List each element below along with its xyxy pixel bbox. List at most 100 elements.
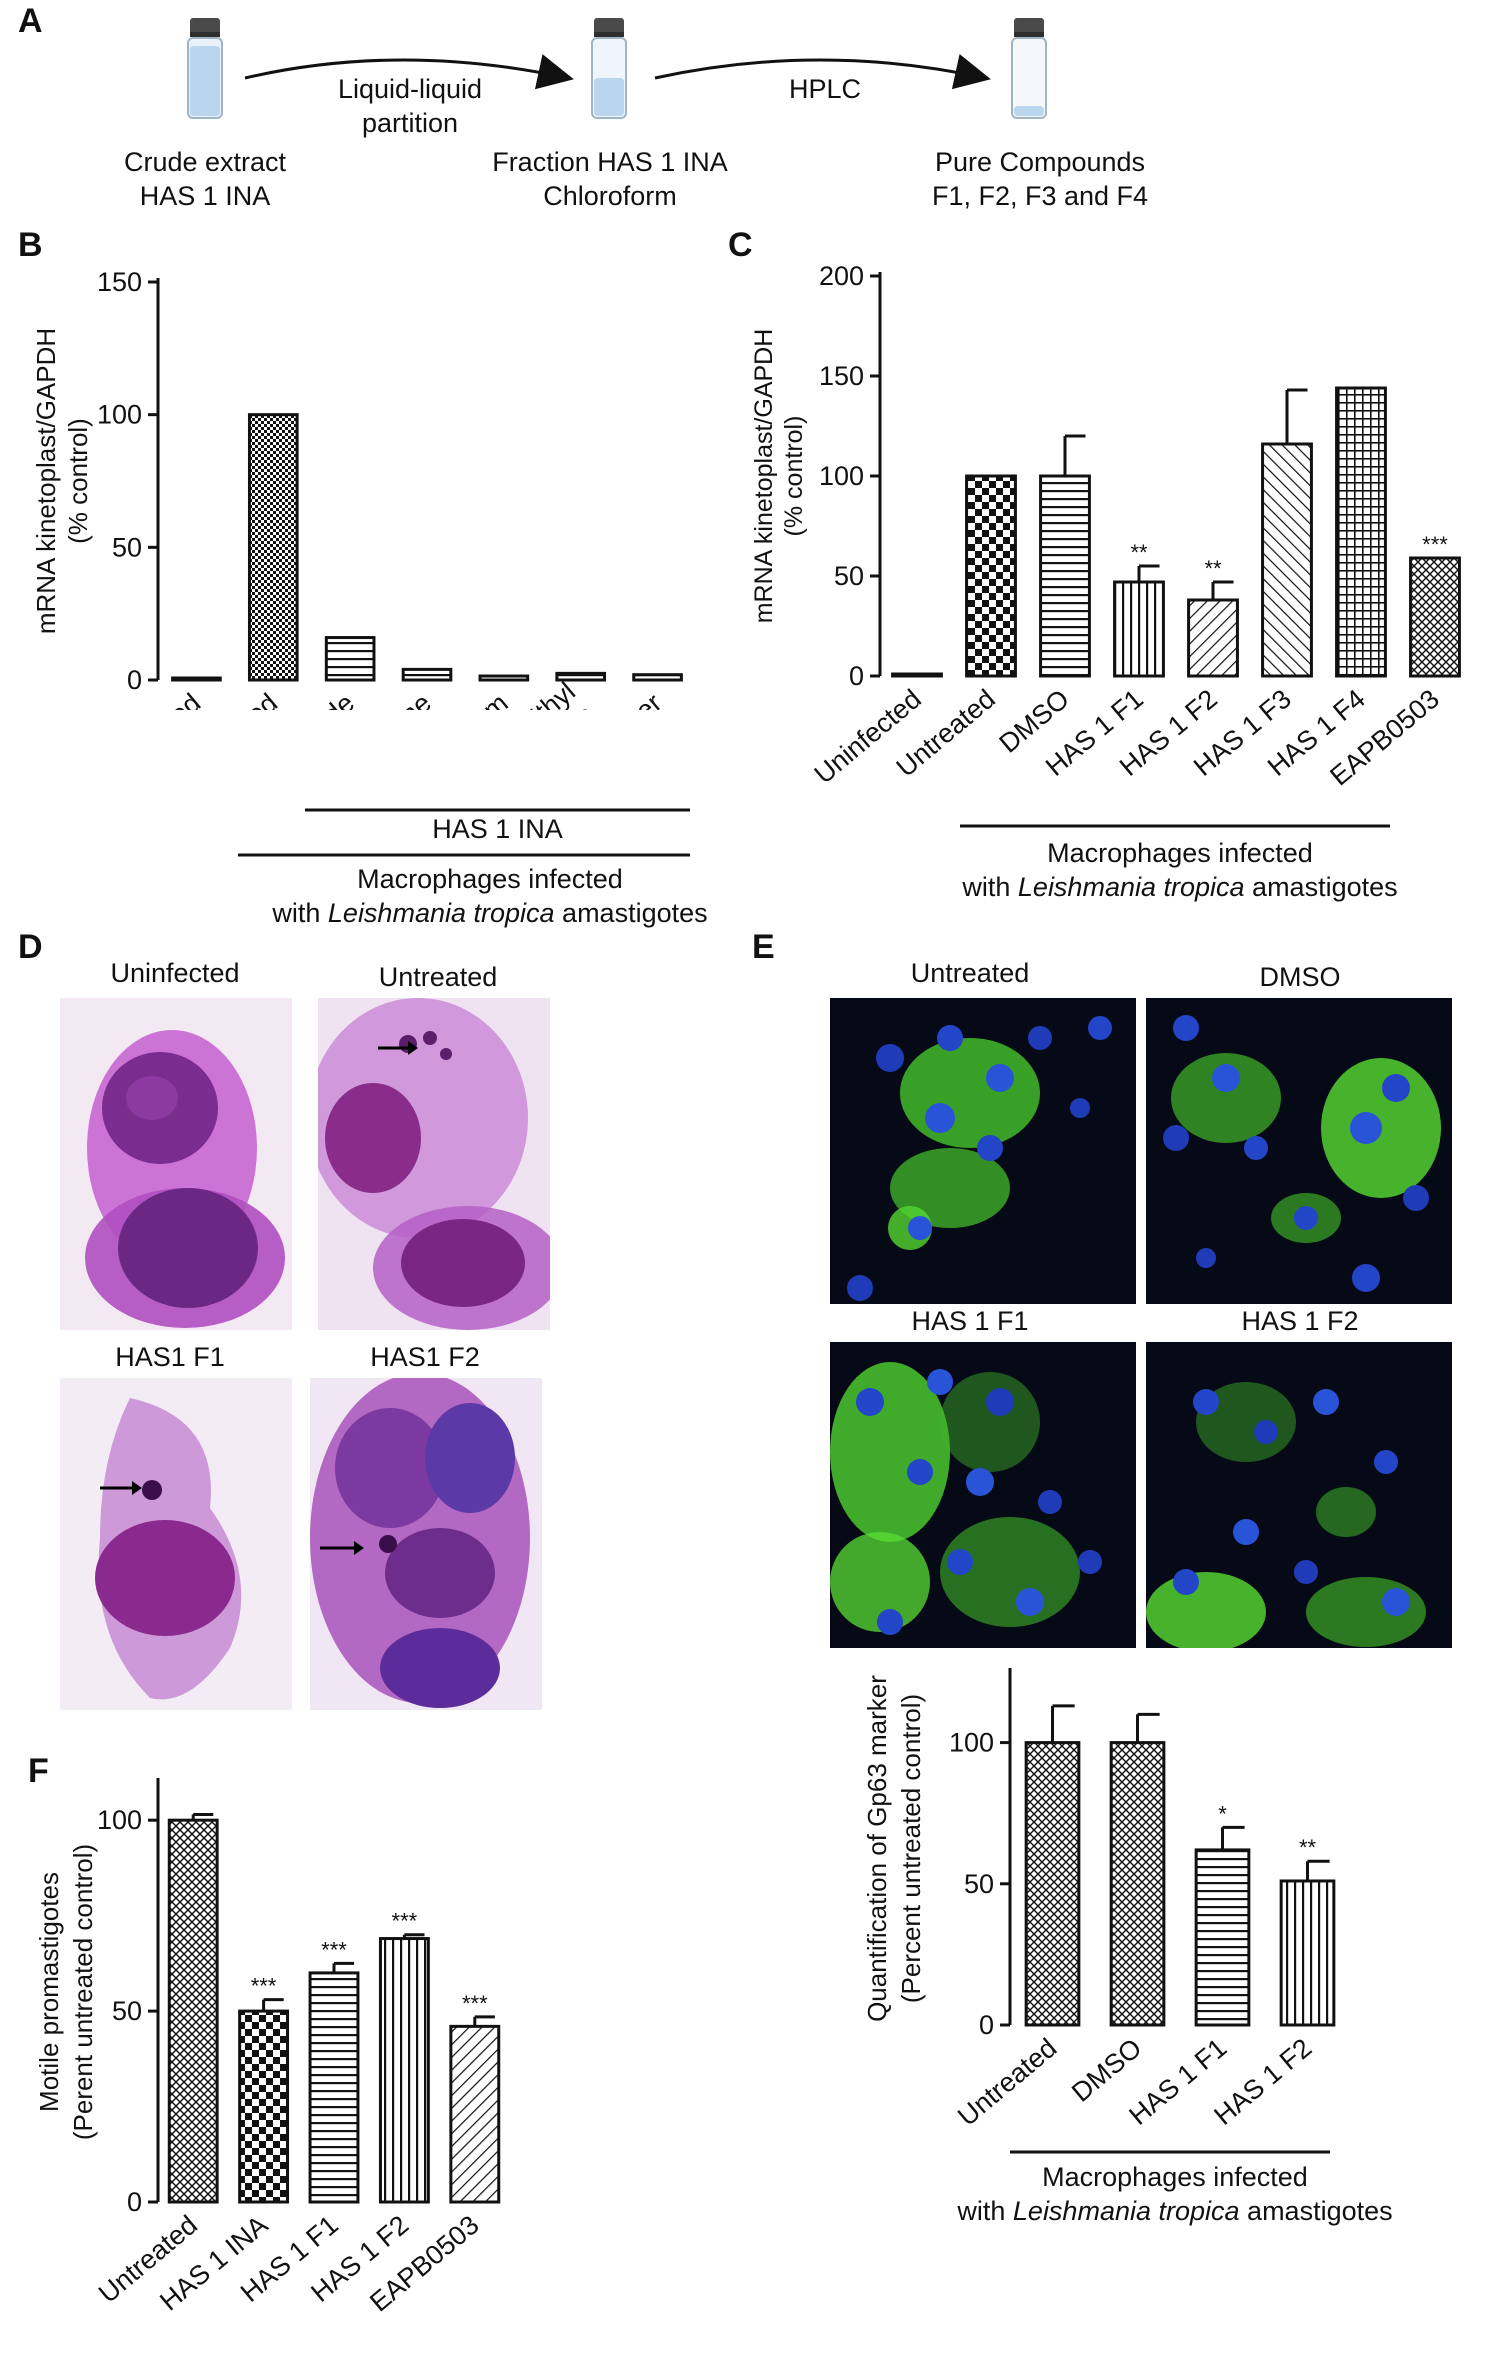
x-tick-label: Crude	[284, 688, 360, 710]
image-title-untreated-e: Untreated	[910, 958, 1030, 988]
step-fraction-label: Fraction HAS 1 INA Chloroform	[492, 147, 728, 211]
x-tick-label: Hexane	[346, 688, 437, 710]
y-axis-label: mRNA kinetoplast/GAPDH	[31, 328, 61, 634]
y-axis-label-sub: (Percent untreated control)	[896, 1694, 926, 2003]
micrograph-untreated	[318, 998, 550, 1330]
flow-arrows	[244, 54, 991, 90]
significance-label: **	[1204, 556, 1222, 581]
x-tick-label: Untreated	[952, 2033, 1062, 2132]
group-label-b: Macrophages infected with Leishmania tro…	[272, 864, 708, 928]
x-tick-label: Uninfected	[88, 688, 206, 710]
bar	[449, 2024, 501, 2204]
step-crude-label: Crude extract HAS 1 INA	[123, 147, 287, 211]
fluorescence-has1f1	[830, 1342, 1136, 1648]
y-axis-label: Motile promastigotes	[34, 1872, 64, 2112]
image-title-has1f1-d: HAS1 F1	[115, 1342, 225, 1372]
panel-letter-c: C	[728, 226, 753, 264]
fluorescence-dmso	[1146, 998, 1452, 1304]
image-title-has1f2-e: HAS 1 F2	[1241, 1306, 1359, 1336]
bar	[891, 672, 943, 678]
group-label-c: Macrophages infected with Leishmania tro…	[962, 838, 1398, 902]
bar	[965, 474, 1017, 678]
y-tick-label: 100	[97, 400, 142, 430]
significance-label: ***	[392, 1909, 418, 1934]
significance-label: ***	[251, 1974, 277, 1999]
y-axis-label-sub: (Perent untreated control)	[68, 1844, 98, 2140]
bar	[308, 1971, 360, 2204]
significance-label: *	[1218, 1801, 1227, 1826]
arrow-hplc	[654, 54, 991, 90]
y-axis-label-sub: (% control)	[780, 416, 808, 537]
y-tick-label: 0	[979, 2010, 994, 2040]
y-tick-label: 100	[949, 1728, 994, 1758]
y-axis-label: mRNA kinetoplast/GAPDH	[750, 329, 778, 624]
vial-crude-icon	[187, 18, 223, 119]
bar	[324, 636, 376, 682]
significance-label: **	[1130, 540, 1148, 565]
x-tick-label: DMSO	[1066, 2033, 1147, 2108]
image-title-uninfected: Uninfected	[110, 958, 240, 988]
panel-letter-f: F	[28, 1752, 49, 1790]
bar	[1109, 1741, 1166, 2027]
bar	[1024, 1741, 1081, 2027]
image-title-has1f2-d: HAS1 F2	[370, 1342, 480, 1372]
group-line-c	[960, 824, 1390, 828]
y-axis-label-sub: (% control)	[63, 418, 93, 544]
y-tick-label: 100	[97, 1805, 142, 1835]
bar	[1279, 1879, 1336, 2027]
y-tick-label: 100	[819, 461, 864, 491]
bar	[1261, 442, 1313, 678]
panel-letter-b: B	[18, 226, 43, 264]
bar	[1039, 474, 1091, 678]
x-tick-label: Water	[594, 688, 668, 710]
arrow-label-partition: Liquid-liquid partition	[337, 74, 483, 138]
bar	[478, 674, 530, 682]
vial-fraction-icon	[591, 18, 627, 119]
bar	[167, 1818, 219, 2204]
bar	[1409, 556, 1461, 678]
bar	[238, 2009, 290, 2204]
chart-b: 0 50 100 150 mRNA kinetoplast/GAPDH (% contro…	[31, 267, 683, 710]
panel-letter-e: E	[752, 928, 775, 966]
chart-c: 0 50 100 150 200 mRNA kinetoplast/GAPDH (% con…	[750, 261, 1461, 792]
bar	[555, 671, 607, 682]
bar	[632, 673, 683, 682]
y-tick-label: 0	[127, 665, 142, 695]
group-lines-b	[238, 808, 690, 857]
y-axis-label: Quantification of Gp63 marker	[862, 1675, 892, 2022]
significance-label: ***	[462, 1991, 488, 2016]
group-label-e: Macrophages infected with Leishmania tro…	[957, 2162, 1393, 2226]
significance-label: **	[1299, 1835, 1317, 1860]
bar	[401, 667, 453, 682]
image-title-dmso-e: DMSO	[1259, 962, 1341, 992]
image-title-has1f1-e: HAS 1 F1	[911, 1306, 1029, 1336]
y-tick-label: 50	[112, 1996, 142, 2026]
group-line-e	[1010, 2150, 1330, 2154]
bar	[1335, 386, 1387, 678]
bar	[1113, 580, 1165, 678]
panel-letter-d: D	[18, 928, 43, 966]
fluorescence-untreated	[830, 998, 1136, 1304]
micrograph-uninfected	[60, 998, 292, 1330]
bar	[1187, 598, 1239, 678]
image-title-untreated-d: Untreated	[378, 962, 498, 992]
bar	[171, 676, 222, 682]
step-pure-label: Pure Compounds F1, F2, F3 and F4	[931, 147, 1149, 211]
y-tick-label: 0	[849, 661, 864, 691]
significance-label: ***	[1422, 532, 1448, 557]
panel-letter-a: A	[18, 2, 43, 40]
significance-label: ***	[321, 1937, 347, 1962]
bar	[378, 1937, 430, 2204]
group-label-has1ina: HAS 1 INA	[432, 814, 563, 844]
arrow-label-hplc: HPLC	[788, 74, 862, 104]
y-tick-label: 0	[127, 2187, 142, 2217]
y-tick-label: 50	[112, 532, 142, 562]
y-tick-label: 50	[964, 1869, 994, 1899]
vial-pure-icon	[1011, 18, 1047, 119]
micrograph-has1f2	[310, 1378, 542, 1710]
chart-e: 0 50 100 Quantification of Gp63 marker (Perc…	[862, 1668, 1336, 2132]
micrograph-has1f1	[60, 1378, 292, 1710]
y-tick-label: 150	[819, 361, 864, 391]
arrow-partition	[244, 54, 574, 90]
y-tick-label: 50	[834, 561, 864, 591]
